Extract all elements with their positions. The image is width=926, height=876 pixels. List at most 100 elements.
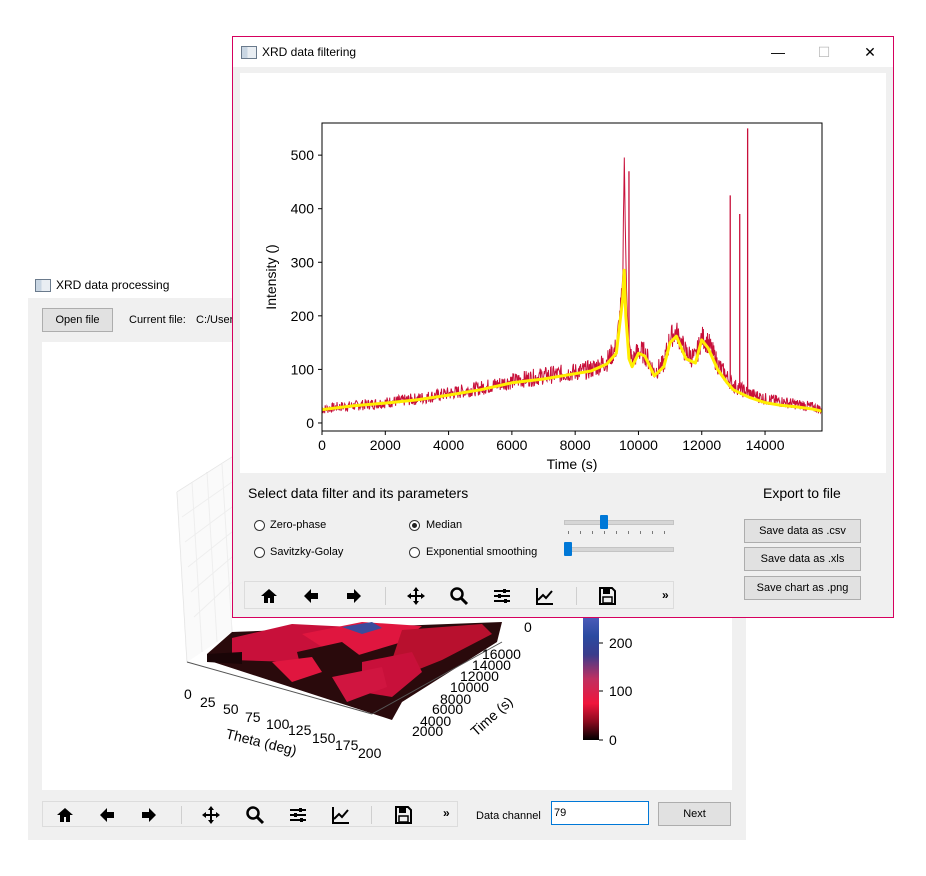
back-arrow-icon[interactable] xyxy=(301,586,321,606)
toolbar-separator xyxy=(385,587,386,605)
y-tick-label: 10000 xyxy=(450,679,489,695)
x-tick-label: 0 xyxy=(184,686,192,702)
x-tick-label: 12000 xyxy=(682,437,721,453)
toolbar-separator xyxy=(371,806,372,824)
x-tick-label: 150 xyxy=(312,730,336,746)
median-label: Median xyxy=(426,519,463,531)
y-tick-label: 200 xyxy=(291,308,315,324)
smoothing-slider-thumb[interactable] xyxy=(564,542,572,556)
filtering-window-title: XRD data filtering xyxy=(262,45,357,59)
zoom-icon[interactable] xyxy=(449,586,469,606)
colorbar-tick-label: 100 xyxy=(609,683,633,699)
x-tick-label: 8000 xyxy=(560,437,591,453)
pan-icon[interactable] xyxy=(201,805,221,825)
save-xls-button[interactable]: Save data as .xls xyxy=(744,547,861,571)
y-tick-label: 2000 xyxy=(412,723,443,739)
zoom-icon[interactable] xyxy=(245,805,265,825)
y-axis-label: Intensity () xyxy=(263,244,279,309)
filtering-toolbar: » xyxy=(244,581,674,609)
y-axis-label: Time (s) xyxy=(467,693,515,739)
x-axis-label: Time (s) xyxy=(547,456,598,472)
current-file-label: Current file: xyxy=(129,314,186,326)
exponential-smoothing-label: Exponential smoothing xyxy=(426,546,538,558)
y-tick-label: 16000 xyxy=(482,646,521,662)
x-tick-label: 14000 xyxy=(746,437,785,453)
y-tick-label: 8000 xyxy=(440,691,471,707)
edit-axis-icon[interactable] xyxy=(331,805,351,825)
minimize-button[interactable]: — xyxy=(771,44,785,60)
x-tick-label: 0 xyxy=(318,437,326,453)
x-tick-label: 175 xyxy=(335,737,359,753)
savitzky-golay-label: Savitzky-Golay xyxy=(270,546,344,558)
exponential-smoothing-radio[interactable] xyxy=(409,547,420,558)
median-window-slider-thumb[interactable] xyxy=(599,515,608,529)
y-tick-label: 100 xyxy=(291,361,315,377)
back-arrow-icon[interactable] xyxy=(97,805,117,825)
save-png-button[interactable]: Save chart as .png xyxy=(744,576,861,600)
median-window-slider[interactable] xyxy=(564,520,674,525)
pan-icon[interactable] xyxy=(406,586,426,606)
save-csv-button[interactable]: Save data as .csv xyxy=(744,519,861,543)
y-tick-label: 4000 xyxy=(420,713,451,729)
x-tick-label: 6000 xyxy=(496,437,527,453)
colorbar-tick-label: 200 xyxy=(609,635,633,651)
plot-frame xyxy=(321,122,823,432)
savitzky-golay-radio[interactable] xyxy=(254,547,265,558)
home-icon[interactable] xyxy=(55,805,75,825)
configure-subplots-icon[interactable] xyxy=(288,805,308,825)
save-icon[interactable] xyxy=(393,805,413,825)
filter-section-title: Select data filter and its parameters xyxy=(248,485,469,501)
toolbar-overflow-icon[interactable]: » xyxy=(662,588,669,602)
configure-subplots-icon[interactable] xyxy=(492,586,512,606)
filtering-titlebar: XRD data filtering — ☐ ✕ xyxy=(233,37,893,67)
y-tick-label: 14000 xyxy=(472,657,511,673)
x-tick-label: 200 xyxy=(358,745,382,761)
slider-ticks xyxy=(568,531,665,534)
y-tick-label: 0 xyxy=(524,619,532,635)
filtered-series-line xyxy=(321,268,823,413)
toolbar-separator xyxy=(181,806,182,824)
export-section-title: Export to file xyxy=(763,485,841,501)
processing-toolbar: » xyxy=(42,801,458,827)
raw-series-line xyxy=(321,157,823,415)
close-button[interactable]: ✕ xyxy=(864,44,876,60)
y-tick-label: 500 xyxy=(291,147,315,163)
median-radio[interactable] xyxy=(409,520,420,531)
x-tick-label: 10000 xyxy=(619,437,658,453)
home-icon[interactable] xyxy=(259,586,279,606)
x-tick-label: 75 xyxy=(245,709,261,725)
x-tick-label: 50 xyxy=(223,701,239,717)
filter-plot-area: 0 100 200 300 400 500 0 2000 4000 6000 8000 10000 1… xyxy=(240,73,886,473)
colorbar xyxy=(583,618,599,740)
colorbar-tick-label: 0 xyxy=(609,732,617,748)
maximize-button[interactable]: ☐ xyxy=(817,44,831,60)
app-icon xyxy=(35,279,51,292)
data-channel-label: Data channel xyxy=(476,810,541,822)
toolbar-overflow-icon[interactable]: » xyxy=(443,806,450,820)
app-icon xyxy=(241,46,257,59)
current-file-value: C:/User xyxy=(196,314,234,326)
data-channel-input[interactable] xyxy=(551,801,649,825)
y-tick-label: 0 xyxy=(306,415,314,431)
open-file-button[interactable]: Open file xyxy=(42,308,113,332)
forward-arrow-icon[interactable] xyxy=(139,805,159,825)
edit-axis-icon[interactable] xyxy=(535,586,555,606)
zero-phase-label: Zero-phase xyxy=(270,519,327,531)
next-button[interactable]: Next xyxy=(658,802,731,826)
intensity-chart: 0 100 200 300 400 500 0 2000 4000 6000 8000 10000 1… xyxy=(263,122,823,472)
x-tick-label: 125 xyxy=(288,722,312,738)
x-tick-label: 4000 xyxy=(433,437,464,453)
y-tick-label: 6000 xyxy=(432,701,463,717)
smoothing-slider[interactable] xyxy=(564,547,674,552)
save-icon[interactable] xyxy=(597,586,617,606)
zero-phase-radio[interactable] xyxy=(254,520,265,531)
y-tick-label: 400 xyxy=(291,201,315,217)
surface-3d-plot: 0 25 50 75 100 125 150 175 200 Theta (de… xyxy=(176,456,633,761)
toolbar-separator xyxy=(576,587,577,605)
forward-arrow-icon[interactable] xyxy=(344,586,364,606)
x-tick-label: 2000 xyxy=(370,437,401,453)
filtering-window: XRD data filtering — ☐ ✕ 0 100 200 300 400 50… xyxy=(232,36,894,618)
y-tick-label: 300 xyxy=(291,254,315,270)
x-tick-label: 25 xyxy=(200,694,216,710)
y-tick-label: 12000 xyxy=(460,668,499,684)
